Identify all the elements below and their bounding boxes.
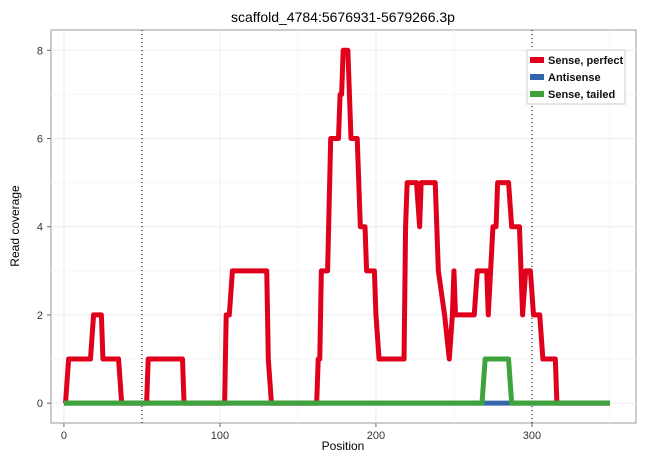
chart-title: scaffold_4784:5676931-5679266.3p [231, 9, 455, 25]
legend-swatch [530, 74, 544, 80]
x-tick-label: 200 [367, 430, 385, 442]
y-tick-label: 4 [37, 222, 43, 234]
legend-swatch [530, 91, 544, 97]
legend: Sense, perfect Antisense Sense, tailed [526, 49, 626, 105]
y-axis-label: Read coverage [8, 185, 22, 267]
x-axis: 0 100 200 300 [61, 423, 541, 442]
y-tick-label: 6 [37, 134, 43, 146]
series-line-sense-perfect [63, 47, 610, 406]
legend-label: Sense, tailed [548, 89, 615, 101]
x-tick-label: 300 [523, 430, 541, 442]
legend-label: Antisense [548, 72, 601, 84]
y-tick-label: 8 [37, 45, 43, 57]
legend-label: Sense, perfect [548, 55, 624, 67]
y-axis: 0 2 4 6 8 [37, 45, 51, 410]
x-tick-label: 100 [211, 430, 229, 442]
series-lines [63, 47, 610, 406]
y-tick-label: 2 [37, 310, 43, 322]
x-axis-label: Position [322, 439, 365, 453]
x-tick-label: 0 [61, 430, 67, 442]
legend-swatch [530, 57, 544, 63]
reference-lines [141, 30, 533, 423]
series-line-sense-tailed [63, 356, 610, 406]
y-tick-label: 0 [37, 398, 43, 410]
